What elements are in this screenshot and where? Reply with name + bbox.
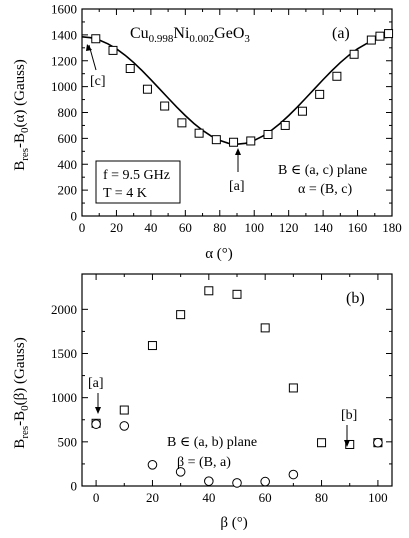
x-tick-label: 80 (213, 220, 226, 235)
x-tick-label: 120 (279, 220, 299, 235)
annotation-a-b: [a] (88, 376, 104, 391)
annotation-b-arrowhead (344, 440, 350, 447)
data-point-circle (288, 469, 299, 480)
data-point-circle (147, 460, 158, 470)
data-point-square (125, 64, 135, 74)
y-tick-label: 600 (58, 131, 78, 146)
data-point-square (315, 89, 325, 99)
data-point-square (366, 35, 376, 45)
y-tick-label: 1000 (51, 390, 77, 405)
annotation-c: [c] (90, 74, 106, 89)
params-box (95, 160, 181, 204)
angle-label-a: α = (B, c) (298, 182, 352, 197)
data-point-circle (119, 421, 130, 431)
panel-b-ylabel: Bres-B0(β) (Gauss) (12, 337, 31, 448)
panel-a-xlabel: α (°) (205, 246, 233, 262)
data-point-square (317, 438, 327, 448)
x-tick-label: 180 (382, 220, 402, 235)
annotation-a-arrowhead (235, 148, 241, 155)
data-point-square (142, 84, 152, 94)
y-tick-label: 1600 (51, 2, 77, 17)
data-point-square (280, 120, 290, 130)
data-point-square (176, 310, 186, 320)
data-point-square (108, 45, 118, 55)
x-tick-label: 0 (79, 220, 86, 235)
x-tick-label: 160 (348, 220, 368, 235)
data-point-square (384, 29, 394, 39)
panel-a-title: Cu0.998Ni0.002GeO3 (130, 25, 250, 45)
y-tick-label: 0 (71, 209, 78, 224)
data-point-square (204, 286, 214, 296)
data-point-square (246, 136, 256, 146)
data-point-square (194, 128, 204, 138)
data-point-square (263, 129, 273, 139)
data-point-square (375, 31, 385, 41)
x-tick-label: 100 (244, 220, 264, 235)
data-point-circle (204, 476, 214, 486)
data-point-square (332, 71, 342, 81)
panel-a-ylabel: Bres-B0(α) (Gauss) (12, 59, 31, 171)
panel-a-label: (a) (332, 25, 350, 42)
panel-a-ticks: 0 20 40 60 80 100 120 140 160 180 0 200 400 600 800 100… (51, 2, 402, 236)
y-tick-label: 1000 (51, 79, 77, 94)
panel-b-label: (b) (346, 290, 365, 307)
x-tick-label: 60 (259, 490, 272, 505)
y-tick-label: 800 (58, 105, 78, 120)
y-tick-label: 400 (58, 157, 78, 172)
plane-label-b: B ∈ (a, b) plane (167, 435, 257, 450)
data-point-circle (260, 476, 270, 487)
x-tick-label: 20 (110, 220, 123, 235)
data-point-square (232, 289, 242, 299)
panel-b-points (91, 286, 383, 488)
annotation-a-b-arrowhead (95, 407, 101, 414)
data-point-square (288, 383, 298, 393)
data-point-circle (91, 419, 101, 429)
panel-a: 0 20 40 60 80 100 120 140 160 180 0 200 400 600 800 100… (12, 2, 402, 263)
y-tick-label: 1500 (51, 346, 77, 361)
y-tick-label: 0 (71, 479, 78, 494)
data-point-square (211, 135, 221, 145)
annotation-b: [b] (341, 408, 357, 423)
data-point-square (119, 405, 129, 415)
annotation-a: [a] (229, 179, 245, 194)
y-tick-label: 2000 (51, 302, 77, 317)
x-tick-label: 0 (93, 490, 100, 505)
panel-a-points (91, 29, 394, 147)
data-point-square (229, 137, 239, 147)
x-tick-label: 140 (313, 220, 333, 235)
x-tick-label: 60 (179, 220, 192, 235)
plane-label-a: B ∈ (a, c) plane (278, 163, 367, 178)
y-tick-label: 500 (58, 434, 78, 449)
x-tick-label: 100 (368, 490, 388, 505)
data-point-circle (373, 437, 383, 448)
params-frequency: f = 9.5 GHz (103, 168, 170, 183)
panel-b-xlabel: β (°) (220, 515, 247, 531)
x-tick-label: 40 (202, 490, 215, 505)
x-tick-label: 80 (315, 490, 328, 505)
data-point-square (177, 118, 187, 128)
data-point-square (297, 106, 307, 116)
x-tick-label: 20 (146, 490, 159, 505)
data-point-square (91, 34, 101, 44)
fit-curve (81, 36, 393, 146)
data-point-square (160, 101, 170, 111)
y-tick-label: 200 (58, 183, 78, 198)
data-point-square (147, 341, 157, 351)
params-temperature: T = 4 K (103, 186, 147, 201)
annotation-c-arrowhead (86, 44, 92, 51)
panel-a-fit (81, 36, 393, 146)
data-point-circle (232, 478, 242, 488)
data-point-square (349, 49, 359, 59)
x-tick-label: 40 (144, 220, 157, 235)
y-tick-label: 1400 (51, 27, 77, 42)
angle-label-b: β = (B, a) (177, 455, 231, 470)
y-tick-label: 1200 (51, 53, 77, 68)
data-point-square (260, 323, 270, 333)
data-point-circle (175, 467, 186, 477)
